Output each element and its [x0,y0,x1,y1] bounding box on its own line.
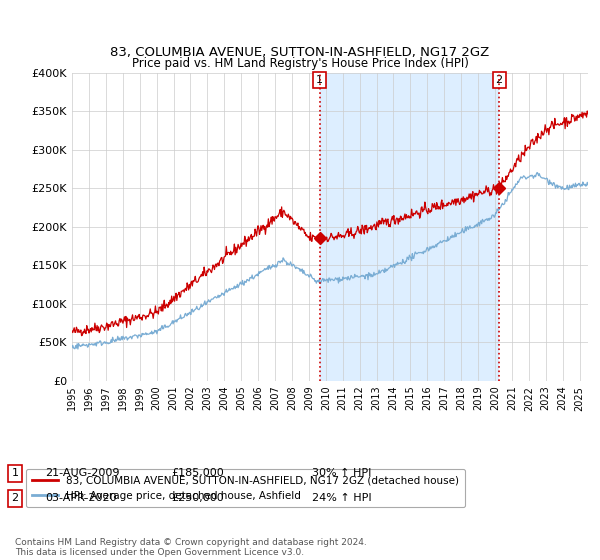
Text: 1: 1 [316,75,323,85]
Text: Price paid vs. HM Land Registry's House Price Index (HPI): Price paid vs. HM Land Registry's House … [131,57,469,70]
Text: 2: 2 [11,493,19,503]
Text: 30% ↑ HPI: 30% ↑ HPI [312,468,371,478]
Text: 24% ↑ HPI: 24% ↑ HPI [312,493,371,503]
Text: £250,000: £250,000 [171,493,224,503]
Text: £185,000: £185,000 [171,468,224,478]
Text: 83, COLUMBIA AVENUE, SUTTON-IN-ASHFIELD, NG17 2GZ: 83, COLUMBIA AVENUE, SUTTON-IN-ASHFIELD,… [110,46,490,59]
Legend: 83, COLUMBIA AVENUE, SUTTON-IN-ASHFIELD, NG17 2GZ (detached house), HPI: Average: 83, COLUMBIA AVENUE, SUTTON-IN-ASHFIELD,… [26,469,466,507]
Text: 21-AUG-2009: 21-AUG-2009 [45,468,119,478]
Bar [320,73,499,381]
Text: 2: 2 [496,75,503,85]
Text: 1: 1 [11,468,19,478]
Text: 03-APR-2020: 03-APR-2020 [45,493,116,503]
Text: Contains HM Land Registry data © Crown copyright and database right 2024.
This d: Contains HM Land Registry data © Crown c… [15,538,367,557]
